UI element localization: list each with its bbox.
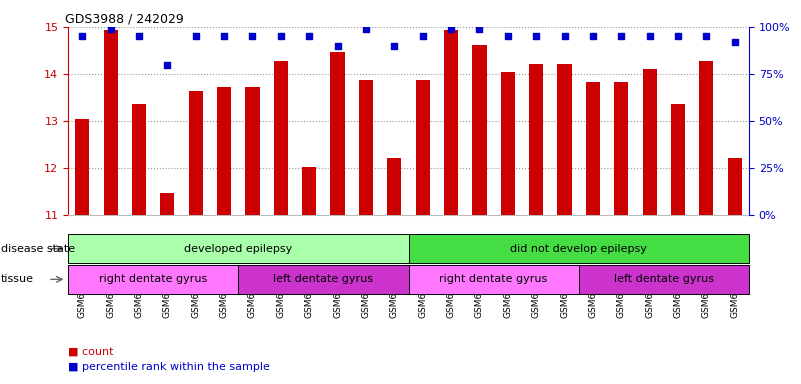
Text: GSM671499: GSM671499 <box>248 263 257 318</box>
Text: GSM671517: GSM671517 <box>503 263 513 318</box>
Bar <box>614 83 628 215</box>
Point <box>275 33 288 40</box>
Text: GSM671512: GSM671512 <box>191 263 200 318</box>
Bar <box>359 80 373 215</box>
Bar <box>189 91 203 215</box>
Bar <box>217 87 231 215</box>
Text: GSM671502: GSM671502 <box>135 263 143 318</box>
Point <box>501 33 514 40</box>
Text: tissue: tissue <box>1 274 34 285</box>
Point <box>445 26 457 32</box>
Text: GSM671518: GSM671518 <box>702 263 710 318</box>
Point <box>246 33 259 40</box>
Bar <box>160 193 175 215</box>
Point <box>388 43 400 49</box>
Bar <box>671 104 685 215</box>
Text: ■ percentile rank within the sample: ■ percentile rank within the sample <box>68 362 270 372</box>
Bar <box>302 167 316 215</box>
Text: did not develop epilepsy: did not develop epilepsy <box>510 243 647 254</box>
Point <box>558 33 571 40</box>
Text: GSM671506: GSM671506 <box>447 263 456 318</box>
Point <box>615 33 628 40</box>
Text: left dentate gyrus: left dentate gyrus <box>614 274 714 285</box>
Bar <box>642 69 657 215</box>
Point <box>303 33 316 40</box>
Point <box>529 33 542 40</box>
Bar <box>68 234 409 263</box>
Point <box>728 39 741 45</box>
Bar <box>416 79 430 215</box>
Point <box>360 26 372 32</box>
Text: GSM671521: GSM671521 <box>560 263 569 318</box>
Bar <box>409 265 578 294</box>
Text: GSM671504: GSM671504 <box>418 263 427 318</box>
Point <box>417 33 429 40</box>
Text: GSM671516: GSM671516 <box>674 263 682 318</box>
Bar <box>699 61 714 215</box>
Bar <box>239 265 409 294</box>
Point <box>218 33 231 40</box>
Text: GSM671508: GSM671508 <box>475 263 484 318</box>
Bar <box>103 30 118 215</box>
Bar <box>274 61 288 215</box>
Point <box>104 26 117 32</box>
Point <box>331 43 344 49</box>
Bar <box>586 83 600 215</box>
Bar <box>68 265 239 294</box>
Bar <box>501 71 515 215</box>
Bar <box>473 45 486 215</box>
Text: right dentate gyrus: right dentate gyrus <box>440 274 548 285</box>
Point <box>643 33 656 40</box>
Bar <box>529 64 543 215</box>
Text: GSM671514: GSM671514 <box>219 263 228 318</box>
Text: GSM671520: GSM671520 <box>731 263 739 318</box>
Bar <box>557 64 572 215</box>
Text: GDS3988 / 242029: GDS3988 / 242029 <box>65 13 183 26</box>
Bar <box>132 104 146 215</box>
Point <box>473 26 486 32</box>
Bar <box>727 158 742 215</box>
Point <box>671 33 684 40</box>
Text: GSM671509: GSM671509 <box>645 263 654 318</box>
Point <box>189 33 202 40</box>
Text: GSM671503: GSM671503 <box>304 263 314 318</box>
Bar <box>245 87 260 215</box>
Text: GSM671519: GSM671519 <box>532 263 541 318</box>
Text: GSM671510: GSM671510 <box>163 263 172 318</box>
Text: GSM671515: GSM671515 <box>390 263 399 318</box>
Text: GSM671513: GSM671513 <box>361 263 370 318</box>
Point <box>76 33 89 40</box>
Bar <box>409 234 749 263</box>
Text: developed epilepsy: developed epilepsy <box>184 243 292 254</box>
Text: disease state: disease state <box>1 243 75 254</box>
Point <box>700 33 713 40</box>
Bar <box>75 119 90 215</box>
Text: right dentate gyrus: right dentate gyrus <box>99 274 207 285</box>
Text: left dentate gyrus: left dentate gyrus <box>273 274 373 285</box>
Point <box>161 61 174 68</box>
Point <box>586 33 599 40</box>
Text: GSM671500: GSM671500 <box>107 263 115 318</box>
Text: GSM671498: GSM671498 <box>78 263 87 318</box>
Bar <box>579 265 749 294</box>
Text: GSM671505: GSM671505 <box>589 263 598 318</box>
Text: GSM671501: GSM671501 <box>276 263 285 318</box>
Point <box>133 33 146 40</box>
Text: ■ count: ■ count <box>68 346 114 356</box>
Text: GSM671511: GSM671511 <box>333 263 342 318</box>
Bar <box>331 52 344 215</box>
Bar <box>387 158 401 215</box>
Bar <box>444 30 458 215</box>
Text: GSM671507: GSM671507 <box>617 263 626 318</box>
